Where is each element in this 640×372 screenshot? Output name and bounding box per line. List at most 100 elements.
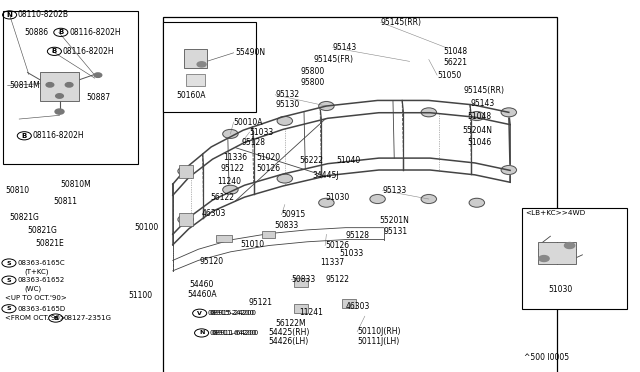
Text: 55490N: 55490N [236, 48, 266, 57]
Circle shape [421, 108, 436, 117]
Text: 50126: 50126 [325, 241, 349, 250]
Text: 50010A: 50010A [234, 118, 263, 126]
Bar [40, 72, 79, 101]
Text: V: V [197, 311, 202, 316]
Text: 51030: 51030 [548, 285, 573, 294]
Text: S: S [6, 260, 12, 266]
Circle shape [469, 198, 484, 207]
Text: 56221: 56221 [444, 58, 467, 67]
Text: B: B [53, 315, 58, 321]
Circle shape [178, 215, 193, 224]
Text: 95131: 95131 [384, 227, 408, 236]
Text: 95143: 95143 [470, 99, 495, 108]
Text: 50833: 50833 [291, 275, 316, 284]
Bar [163, 17, 557, 372]
Text: <LB+KC>>4WD: <LB+KC>>4WD [525, 210, 585, 216]
Text: N: N [199, 330, 204, 336]
Text: 95132: 95132 [275, 90, 300, 99]
Circle shape [319, 198, 334, 207]
Text: 08915-24200: 08915-24200 [209, 310, 256, 316]
Text: 51010: 51010 [240, 240, 264, 249]
Bar [216, 235, 232, 242]
Text: 08911-64200: 08911-64200 [211, 330, 259, 336]
Text: 95143: 95143 [333, 43, 357, 52]
Bar [179, 164, 193, 177]
Text: 95145(RR): 95145(RR) [464, 86, 505, 94]
Text: B: B [52, 48, 57, 54]
Text: 51048: 51048 [444, 47, 468, 56]
Text: 95800: 95800 [301, 67, 325, 76]
Text: 08911-64200: 08911-64200 [210, 330, 257, 336]
Text: 95122: 95122 [325, 275, 349, 284]
Text: (T+KC): (T+KC) [24, 268, 49, 275]
Text: 95120: 95120 [200, 257, 224, 266]
Text: 95133: 95133 [383, 186, 407, 195]
Text: 50814M: 50814M [9, 81, 40, 90]
Text: S: S [6, 278, 12, 283]
Text: 50821E: 50821E [35, 239, 64, 248]
Text: 08116-8202H: 08116-8202H [69, 28, 121, 37]
Text: 08110-8202B: 08110-8202B [18, 10, 69, 19]
Text: 50915: 50915 [282, 210, 306, 219]
Text: 51046: 51046 [467, 138, 492, 147]
Text: 54425(RH): 54425(RH) [269, 328, 310, 337]
Circle shape [501, 166, 516, 174]
Text: 55204N: 55204N [463, 126, 493, 135]
Text: 50111J(LH): 50111J(LH) [357, 337, 399, 346]
Text: 55201N: 55201N [379, 216, 409, 225]
Bar [184, 49, 207, 68]
Circle shape [501, 108, 516, 117]
Text: 95130: 95130 [275, 100, 300, 109]
Text: 51033: 51033 [339, 249, 364, 258]
Bar [3, 11, 138, 164]
Text: 08127-2351G: 08127-2351G [64, 315, 112, 321]
Circle shape [56, 94, 63, 98]
Text: 51040: 51040 [336, 156, 360, 165]
Circle shape [55, 109, 64, 114]
Bar [294, 304, 308, 313]
Text: 95128: 95128 [242, 138, 266, 147]
Text: <UP TO OCT.'90>: <UP TO OCT.'90> [5, 295, 67, 301]
Text: 11240: 11240 [218, 177, 242, 186]
Text: 51020: 51020 [256, 153, 280, 162]
Circle shape [94, 73, 102, 77]
Text: 95128: 95128 [346, 231, 370, 240]
Bar [163, 22, 256, 112]
Text: 34445J: 34445J [312, 171, 339, 180]
Text: 54426(LH): 54426(LH) [269, 337, 309, 346]
Text: B: B [58, 29, 63, 35]
Circle shape [178, 167, 193, 176]
Text: 46303: 46303 [202, 209, 226, 218]
Text: 50886: 50886 [24, 28, 49, 37]
Text: 08363-6165D: 08363-6165D [17, 306, 65, 312]
Text: 11241: 11241 [299, 308, 323, 317]
Text: 95122: 95122 [221, 164, 244, 173]
Text: 95121: 95121 [248, 298, 273, 307]
Text: 50821G: 50821G [10, 213, 40, 222]
Text: 95800: 95800 [301, 78, 325, 87]
Text: 50160A: 50160A [176, 92, 205, 100]
Bar [522, 208, 627, 309]
Text: 11337: 11337 [320, 258, 344, 267]
Bar [179, 213, 193, 226]
Text: 51050: 51050 [437, 71, 461, 80]
Text: N: N [6, 12, 13, 18]
Text: B: B [22, 133, 27, 139]
Circle shape [197, 62, 206, 67]
Circle shape [223, 185, 238, 194]
Text: 51030: 51030 [325, 193, 349, 202]
Text: 08116-8202H: 08116-8202H [63, 47, 115, 56]
Circle shape [421, 195, 436, 203]
Text: S: S [6, 306, 12, 311]
Circle shape [277, 174, 292, 183]
Text: 08915-24200: 08915-24200 [208, 310, 255, 316]
Text: 95145(RR): 95145(RR) [381, 18, 422, 27]
Text: 50110J(RH): 50110J(RH) [357, 327, 401, 336]
Text: 56122M: 56122M [275, 319, 306, 328]
Circle shape [223, 129, 238, 138]
Circle shape [564, 243, 575, 248]
Text: 08363-61652: 08363-61652 [17, 277, 65, 283]
Circle shape [370, 195, 385, 203]
Text: 11336: 11336 [223, 153, 247, 162]
Text: 50821G: 50821G [27, 226, 57, 235]
